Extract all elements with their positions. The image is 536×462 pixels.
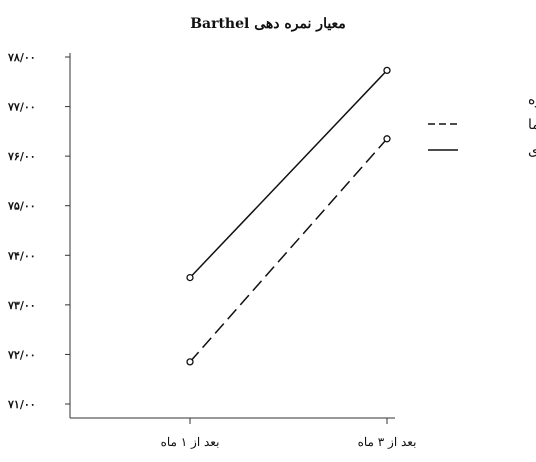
y-tick-label: ۷۵/۰۰ — [7, 200, 36, 213]
y-tick-label: ۷۷/۰۰ — [7, 101, 36, 114]
legend: گروه دارونما مداخله ای — [428, 91, 536, 159]
y-tick-label: ۷۳/۰۰ — [7, 299, 36, 312]
series-layer — [186, 66, 391, 366]
data-point-marker — [186, 358, 194, 366]
x-tick-label: بعد از ۱ ماه — [161, 435, 220, 449]
chart-title: معیار نمره دهی Barthel — [190, 16, 346, 32]
axes — [69, 53, 395, 419]
legend-label: دارونما — [528, 117, 536, 133]
x-tick-label: بعد از ۳ ماه — [358, 435, 417, 449]
data-point-marker — [383, 66, 391, 75]
data-point-marker — [383, 135, 391, 143]
series-line-1 — [189, 69, 388, 279]
legend-title: گروه — [528, 91, 536, 108]
x-axis-ticks: بعد از ۱ ماه بعد از ۳ ماه — [161, 418, 417, 449]
y-tick-label: ۷۲/۰۰ — [7, 348, 36, 361]
y-tick-label: ۷۴/۰۰ — [7, 249, 36, 262]
legend-items: دارونما مداخله ای — [428, 117, 536, 159]
data-point-marker — [186, 273, 194, 282]
y-tick-label: ۷۶/۰۰ — [7, 150, 36, 163]
y-tick-label: ۷۸/۰۰ — [7, 51, 36, 64]
y-tick-label: ۷۱/۰۰ — [7, 398, 36, 411]
series-line-0 — [189, 138, 388, 363]
legend-label: مداخله ای — [528, 143, 536, 159]
y-axis-ticks: ۷۱/۰۰ ۷۲/۰۰ ۷۳/۰۰ ۷۴/۰۰ ۷۵/۰۰ ۷۶/۰۰ ۷۷/۰۰ ۷۸/۰۰ — [7, 51, 70, 411]
